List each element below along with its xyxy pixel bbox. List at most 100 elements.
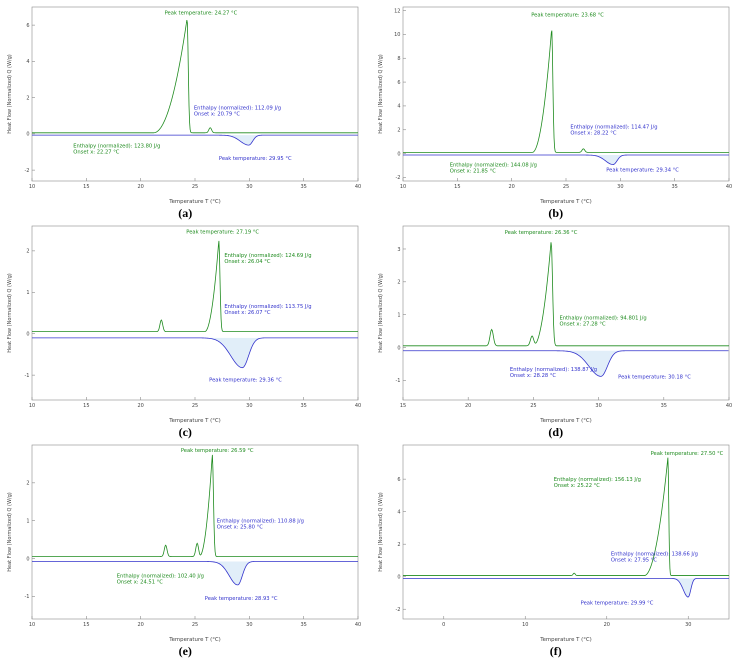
svg-text:15: 15 (83, 184, 89, 190)
svg-text:30: 30 (246, 184, 252, 190)
panel-a: 10 15 20 25 30 35 40 -2 0 2 4 6 Temperature T (°C) He… (5, 2, 365, 221)
svg-text:Peak temperature: 26.36 °C: Peak temperature: 26.36 °C (504, 230, 577, 236)
svg-text:30: 30 (685, 622, 691, 628)
svg-text:Enthalpy (normalized): 114.47: Enthalpy (normalized): 114.47 J/g Onset x… (570, 125, 657, 137)
svg-text:20: 20 (465, 403, 471, 409)
svg-text:Peak temperature: 29.36 °C: Peak temperature: 29.36 °C (209, 377, 282, 383)
svg-text:-2: -2 (25, 168, 30, 174)
svg-text:0: 0 (27, 332, 30, 338)
svg-text:6: 6 (27, 23, 30, 29)
svg-text:20: 20 (138, 622, 144, 628)
svg-text:15: 15 (454, 184, 460, 190)
svg-text:Peak temperature: 29.95 °C: Peak temperature: 29.95 °C (219, 156, 292, 162)
svg-text:1: 1 (397, 312, 400, 318)
svg-text:25: 25 (192, 622, 198, 628)
svg-text:Enthalpy (normalized): 113.75: Enthalpy (normalized): 113.75 J/g Onset x… (225, 304, 312, 316)
svg-text:10: 10 (29, 622, 35, 628)
panel-label-a: (a) (178, 206, 193, 220)
panel-e: 10 15 20 25 30 35 40 -1 0 1 2 Temperature T (°C) Hea… (5, 440, 365, 659)
panel-label-c: (c) (178, 425, 192, 439)
dsc-chart-b: 10 15 20 25 30 35 40 -2 0 2 4 6 8 10 12 Temperature T (… (378, 6, 732, 205)
svg-text:20: 20 (508, 184, 514, 190)
svg-text:4: 4 (397, 104, 400, 110)
svg-text:-1: -1 (395, 378, 400, 384)
svg-text:30: 30 (595, 403, 601, 409)
panel-label-b: (b) (548, 206, 564, 220)
svg-text:Enthalpy (normalized): 144.08: Enthalpy (normalized): 144.08 J/g Onset x… (449, 163, 536, 175)
svg-text:Heat Flow (Normalized) Q (W/g): Heat Flow (Normalized) Q (W/g) (7, 54, 13, 134)
svg-text:2: 2 (397, 542, 400, 548)
svg-text:6: 6 (397, 80, 400, 86)
svg-text:35: 35 (671, 184, 677, 190)
svg-text:-1: -1 (25, 373, 30, 379)
dsc-chart-c: 10 15 20 25 30 35 40 -1 0 1 2 Temperature T (°C) Hea… (7, 225, 361, 424)
svg-text:Enthalpy (normalized): 124.69: Enthalpy (normalized): 124.69 J/g Onset x… (225, 253, 312, 265)
svg-text:10: 10 (29, 184, 35, 190)
svg-text:Heat Flow (Normalized) Q (W/g): Heat Flow (Normalized) Q (W/g) (378, 273, 384, 353)
svg-text:-2: -2 (395, 175, 400, 181)
svg-text:6: 6 (397, 477, 400, 483)
dsc-chart-a: 10 15 20 25 30 35 40 -2 0 2 4 6 Temperature T (°C) He… (7, 6, 361, 205)
panel-label-f: (f) (549, 644, 562, 658)
svg-text:Temperature T (°C): Temperature T (°C) (168, 637, 221, 643)
dsc-chart-d: 15 20 25 30 35 40 -1 0 1 2 3 Temperature T (°C) Heat… (378, 225, 732, 424)
svg-text:25: 25 (563, 184, 569, 190)
svg-text:40: 40 (355, 403, 361, 409)
svg-text:2: 2 (397, 280, 400, 286)
svg-text:Enthalpy (normalized): 112.09: Enthalpy (normalized): 112.09 J/g Onset x… (194, 105, 281, 117)
svg-text:2: 2 (27, 249, 30, 255)
panel-d: 15 20 25 30 35 40 -1 0 1 2 3 Temperature T (°C) Heat… (376, 221, 736, 440)
svg-text:-2: -2 (395, 607, 400, 613)
svg-text:0: 0 (27, 132, 30, 138)
dsc-chart-e: 10 15 20 25 30 35 40 -1 0 1 2 Temperature T (°C) Hea… (7, 444, 361, 643)
svg-text:Enthalpy (normalized): 138.87: Enthalpy (normalized): 138.87 J/g Onset x… (510, 367, 597, 379)
svg-text:20: 20 (138, 184, 144, 190)
svg-text:2: 2 (397, 128, 400, 134)
svg-text:0: 0 (397, 345, 400, 351)
svg-text:10: 10 (29, 403, 35, 409)
svg-text:Heat Flow (Normalized) Q (W/g): Heat Flow (Normalized) Q (W/g) (378, 54, 384, 134)
svg-text:8: 8 (397, 56, 400, 62)
svg-text:10: 10 (522, 622, 528, 628)
panel-label-e: (e) (178, 644, 192, 658)
svg-text:0: 0 (397, 151, 400, 157)
svg-text:Enthalpy (normalized): 123.80: Enthalpy (normalized): 123.80 J/g Onset x… (74, 143, 161, 155)
svg-text:15: 15 (83, 622, 89, 628)
svg-text:Temperature T (°C): Temperature T (°C) (539, 418, 592, 424)
svg-text:25: 25 (530, 403, 536, 409)
svg-text:Heat Flow (Normalized) Q (W/g): Heat Flow (Normalized) Q (W/g) (7, 273, 13, 353)
svg-text:30: 30 (617, 184, 623, 190)
svg-text:Peak temperature: 27.19 °C: Peak temperature: 27.19 °C (187, 229, 260, 235)
svg-text:35: 35 (301, 184, 307, 190)
svg-text:Enthalpy (normalized): 138.66: Enthalpy (normalized): 138.66 J/g Onset x… (611, 552, 698, 564)
svg-text:Peak temperature: 24.27 °C: Peak temperature: 24.27 °C (165, 10, 238, 16)
dsc-chart-f: 0 10 20 30 -2 0 2 4 6 Temperature T (°C) Heat Flow… (378, 444, 730, 643)
svg-text:20: 20 (603, 622, 609, 628)
svg-text:Peak temperature: 26.59 °C: Peak temperature: 26.59 °C (181, 448, 254, 454)
svg-text:30: 30 (246, 403, 252, 409)
panel-b: 10 15 20 25 30 35 40 -2 0 2 4 6 8 10 12 Temperature T (… (376, 2, 736, 221)
panel-f: 0 10 20 30 -2 0 2 4 6 Temperature T (°C) Heat Flow… (376, 440, 736, 659)
svg-text:35: 35 (301, 403, 307, 409)
svg-text:10: 10 (394, 32, 400, 38)
svg-text:12: 12 (394, 8, 400, 14)
svg-text:Enthalpy (normalized): 102.40: Enthalpy (normalized): 102.40 J/g Onset x… (117, 573, 204, 585)
svg-text:35: 35 (301, 622, 307, 628)
svg-text:Peak temperature: 23.68 °C: Peak temperature: 23.68 °C (531, 13, 604, 19)
panel-label-d: (d) (548, 425, 564, 439)
svg-text:40: 40 (726, 184, 732, 190)
svg-text:10: 10 (400, 184, 406, 190)
svg-text:3: 3 (397, 247, 400, 253)
svg-text:30: 30 (246, 622, 252, 628)
svg-text:Peak temperature: 27.50 °C: Peak temperature: 27.50 °C (650, 451, 723, 457)
svg-text:Peak temperature: 30.18 °C: Peak temperature: 30.18 °C (618, 375, 691, 381)
svg-text:Temperature T (°C): Temperature T (°C) (168, 199, 221, 205)
svg-text:1: 1 (27, 290, 30, 296)
svg-text:20: 20 (138, 403, 144, 409)
svg-text:Temperature T (°C): Temperature T (°C) (539, 637, 592, 643)
svg-text:Temperature T (°C): Temperature T (°C) (168, 418, 221, 424)
svg-text:Enthalpy (normalized): 110.88: Enthalpy (normalized): 110.88 J/g Onset x… (217, 519, 304, 531)
svg-text:4: 4 (27, 59, 30, 65)
svg-text:0: 0 (442, 622, 445, 628)
